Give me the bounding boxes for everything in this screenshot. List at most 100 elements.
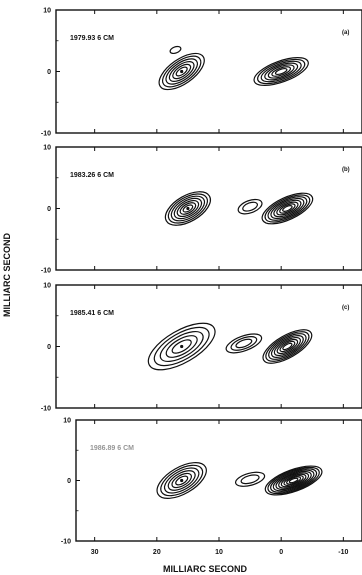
y-tick-label: 0 [67, 478, 71, 485]
contour-level [163, 467, 200, 494]
y-tick-label: -10 [41, 406, 51, 413]
epoch-label: 1979.93 6 CM [70, 35, 114, 42]
y-tick-label: -10 [61, 539, 71, 546]
contour-level [270, 468, 318, 493]
core-peak-dot [180, 69, 184, 74]
contour-level [171, 472, 192, 489]
contour-level [165, 335, 198, 358]
contour-level [264, 465, 323, 496]
contour-level [182, 204, 194, 213]
epoch-label: 1986.89 6 CM [90, 445, 134, 452]
panel-frame [55, 9, 362, 134]
contour-level [288, 477, 299, 484]
contour-level [230, 336, 258, 351]
x-tick-label: 30 [91, 549, 99, 556]
contour-level [159, 330, 204, 363]
contour-level [273, 336, 302, 357]
y-tick-label: 10 [43, 8, 51, 15]
contour-level [160, 464, 204, 497]
epoch-label: 1985.41 6 CM [70, 310, 114, 317]
contour-level [268, 333, 307, 360]
contour-level [279, 203, 296, 214]
y-tick-label: 10 [43, 145, 51, 152]
contour-level [161, 55, 202, 88]
contour-level [172, 63, 192, 80]
contour-level [168, 61, 195, 82]
panel-frame [75, 419, 362, 542]
panel-letter: (a) [342, 30, 349, 36]
contour-level [171, 339, 192, 354]
panel-frame [55, 284, 362, 409]
contour-level [270, 335, 304, 358]
contour-level [175, 475, 189, 486]
panel-letter: (c) [342, 305, 349, 311]
contour-level [225, 333, 263, 354]
contour-level [165, 58, 198, 85]
y-tick-label: 0 [47, 206, 51, 213]
contour-level [278, 472, 310, 489]
contour-level [153, 326, 210, 367]
contour-level [164, 191, 211, 226]
contour-level [283, 474, 304, 487]
contour-level [270, 197, 305, 220]
contour-level [272, 469, 315, 492]
contour-level [235, 338, 253, 349]
contour-level [156, 462, 207, 499]
contour-level [167, 470, 196, 491]
contour-level [253, 57, 309, 86]
contour-level [170, 195, 206, 222]
y-tick-label: -10 [41, 131, 51, 138]
x-tick-label: -10 [338, 549, 348, 556]
contour-level [267, 466, 320, 495]
contour-level [175, 66, 188, 77]
y-axis-title: MILLIARC SECOND [2, 233, 12, 317]
contour-level [169, 45, 182, 55]
x-tick-label: 0 [279, 549, 283, 556]
contour-level [260, 60, 302, 83]
contour-level [274, 67, 288, 76]
contour-level [179, 202, 197, 215]
contour-level [237, 198, 263, 215]
y-tick-label: 0 [47, 69, 51, 76]
contour-level [280, 473, 307, 488]
x-tick-label: 10 [215, 549, 223, 556]
contour-level [282, 205, 293, 212]
contour-level [267, 196, 308, 221]
contour-level [158, 52, 205, 91]
x-axis-title: MILLIARC SECOND [163, 564, 247, 574]
contour-level [275, 470, 312, 491]
core-peak-dot [180, 344, 184, 349]
contour-level [279, 340, 296, 353]
core-peak-dot [186, 206, 190, 211]
epoch-label: 1983.26 6 CM [70, 172, 114, 179]
contour-level [276, 201, 299, 216]
contour-level [173, 197, 203, 220]
contour-level [242, 201, 258, 212]
contour-level [261, 192, 314, 225]
contour-level [264, 194, 311, 223]
y-tick-label: 0 [47, 344, 51, 351]
contour-level [286, 476, 302, 485]
contour-level [240, 474, 260, 485]
contour-level [271, 66, 292, 77]
core-peak-dot [180, 478, 184, 483]
y-tick-label: 10 [63, 418, 71, 425]
contour-level [273, 199, 302, 218]
contour-level [267, 64, 295, 79]
contour-level [167, 193, 209, 224]
contour-level [264, 62, 299, 81]
contour-level [276, 338, 299, 355]
contour-level [176, 199, 200, 218]
contour-level [265, 331, 310, 362]
contour-level [147, 322, 216, 371]
panel-letter: (b) [342, 167, 350, 173]
contour-level [282, 342, 293, 351]
contour-level [262, 329, 313, 364]
y-tick-label: 10 [43, 283, 51, 290]
y-tick-label: -10 [41, 268, 51, 275]
contour-level [257, 58, 306, 85]
contour-level [234, 471, 266, 487]
x-tick-label: 20 [153, 549, 161, 556]
panel-frame [55, 146, 362, 271]
